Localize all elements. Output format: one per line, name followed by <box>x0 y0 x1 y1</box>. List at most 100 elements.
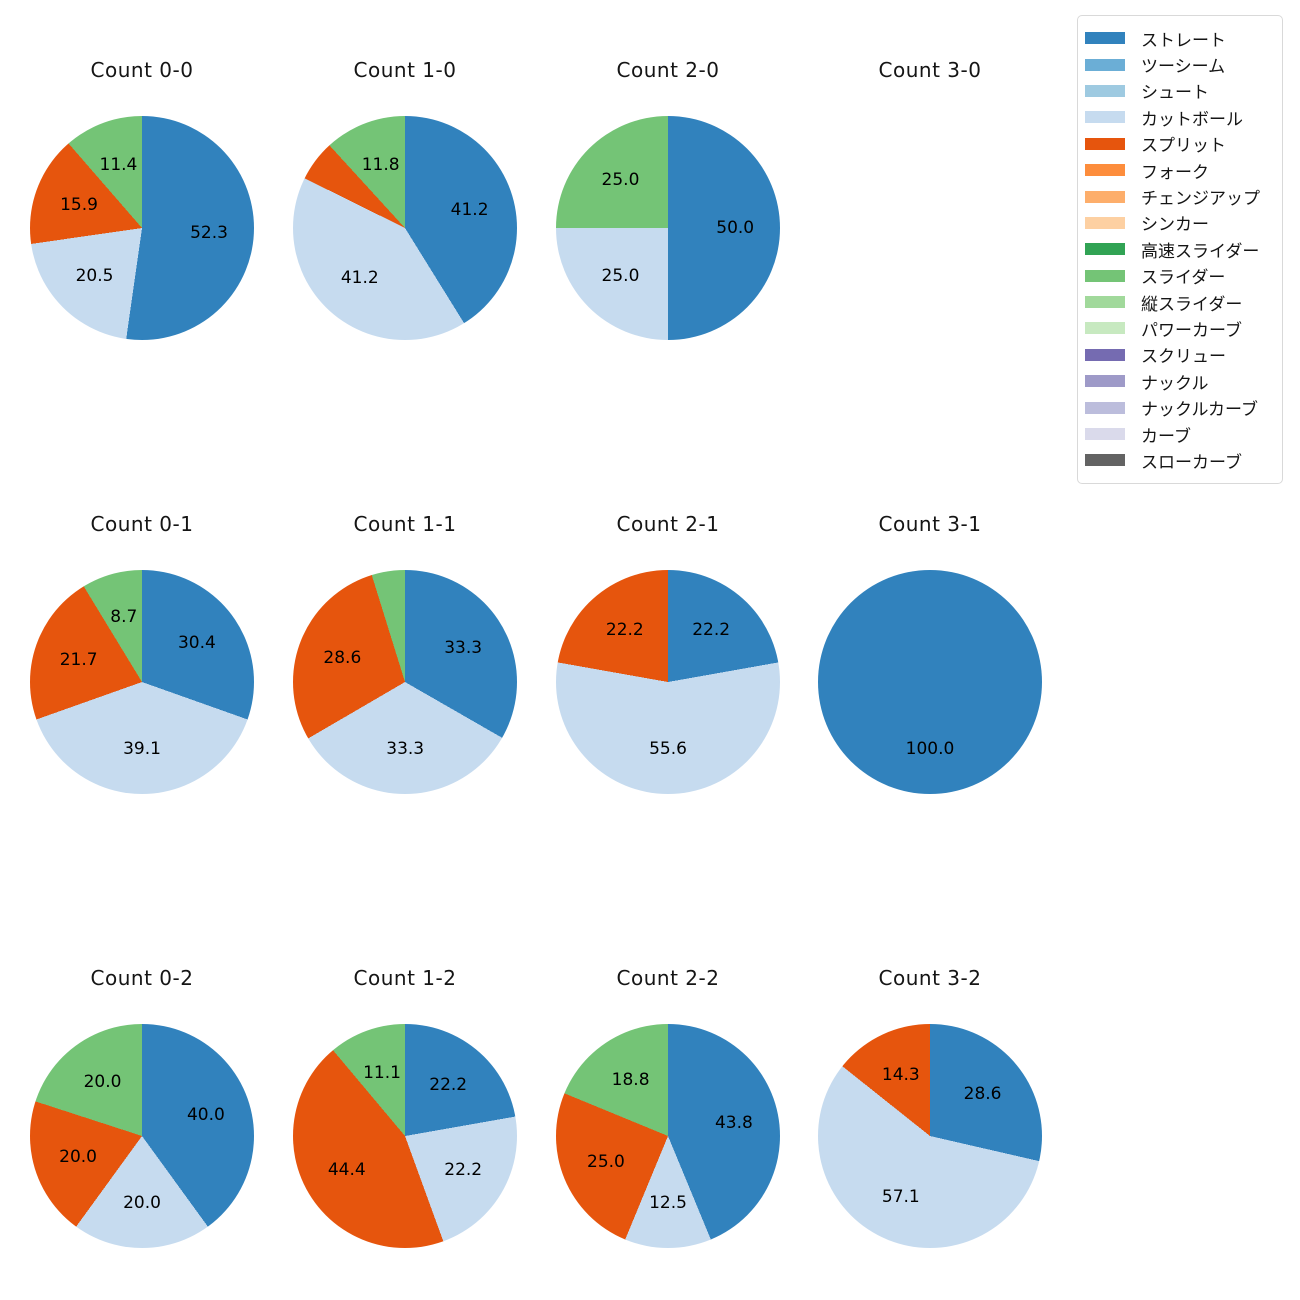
legend-swatch <box>1085 58 1125 71</box>
legend-swatch <box>1085 137 1125 150</box>
chart-title: Count 1-1 <box>353 512 457 536</box>
pie-percent-label: 43.8 <box>714 1112 753 1133</box>
legend-swatch <box>1085 454 1125 467</box>
pie-percent-label: 22.2 <box>444 1159 483 1180</box>
chart-title: Count 2-0 <box>616 58 720 82</box>
legend-swatch <box>1085 164 1125 177</box>
legend-swatch <box>1085 296 1125 309</box>
legend: ストレートツーシームシュートカットボール スプリットフォークチェンジアップ シンカー… <box>1077 15 1283 484</box>
pie-percent-label: 28.6 <box>963 1084 1002 1105</box>
pie-percent-label: 11.4 <box>99 155 138 176</box>
legend-item: 高速スライダー <box>1085 236 1278 262</box>
pie-percent-label: 20.5 <box>75 265 114 286</box>
pie-percent-label: 41.2 <box>450 199 489 220</box>
legend-item: パワーカーブ <box>1085 315 1278 341</box>
legend-label: パワーカーブ <box>1141 320 1242 341</box>
pie-percent-label: 55.6 <box>649 739 687 760</box>
pie-chart-count-0-1: 30.4 39.1 21.7 8.7 <box>30 570 254 794</box>
legend-label: シンカー <box>1141 215 1209 236</box>
pie-percent-label: 33.3 <box>386 739 425 760</box>
chart-cell-count-1-1: Count 1-1 33.3 33.3 28.6 <box>274 510 536 854</box>
legend-swatch <box>1085 375 1125 388</box>
pie-chart-count-2-0: 50.0 25.0 25.0 <box>556 116 780 340</box>
chart-title: Count 3-1 <box>878 512 982 536</box>
chart-cell-count-0-2: Count 0-2 40.0 20.0 20.0 20.0 <box>11 964 273 1300</box>
legend-item: ツーシーム <box>1085 51 1278 77</box>
chart-title: Count 3-0 <box>878 58 982 82</box>
pie-percent-label: 18.8 <box>611 1070 650 1091</box>
pie-chart-count-3-1: 100.0 <box>818 570 1042 794</box>
pie-percent-label: 57.1 <box>881 1186 920 1207</box>
legend-swatch <box>1085 428 1125 441</box>
chart-cell-count-1-0: Count 1-0 41.2 41.2 11.8 <box>274 56 536 400</box>
legend-swatch <box>1085 243 1125 256</box>
legend-label: ナックル <box>1141 373 1209 394</box>
pie-percent-label: 22.2 <box>429 1074 468 1095</box>
legend-item: チェンジアップ <box>1085 183 1278 209</box>
pie-percent-label: 100.0 <box>905 739 955 760</box>
pie-percent-label: 11.1 <box>363 1062 401 1083</box>
legend-item: ナックル <box>1085 368 1278 394</box>
chart-cell-count-2-2: Count 2-2 43.8 12.5 25.0 18.8 <box>537 964 799 1300</box>
legend-label: スローカーブ <box>1141 452 1242 473</box>
legend-swatch <box>1085 401 1125 414</box>
pie-percent-label: 21.7 <box>59 649 98 670</box>
chart-title: Count 3-2 <box>878 966 982 990</box>
legend-swatch <box>1085 190 1125 203</box>
legend-label: シュート <box>1141 83 1209 104</box>
legend-items: ストレートツーシームシュートカットボール スプリットフォークチェンジアップ シンカー… <box>1085 25 1278 474</box>
legend-label: フォーク <box>1141 162 1209 183</box>
legend-item: シュート <box>1085 78 1278 104</box>
chart-cell-count-1-2: Count 1-2 22.2 22.2 44.4 11.1 <box>274 964 536 1300</box>
chart-cell-count-0-0: Count 0-0 52.3 20.5 15.9 11.4 <box>11 56 273 400</box>
chart-title: Count 2-2 <box>616 966 720 990</box>
legend-item: シンカー <box>1085 210 1278 236</box>
legend-item: スプリット <box>1085 131 1278 157</box>
legend-item: カットボール <box>1085 104 1278 130</box>
legend-label: スクリュー <box>1141 347 1226 368</box>
chart-title: Count 2-1 <box>616 512 720 536</box>
legend-swatch <box>1085 32 1125 45</box>
legend-item: ストレート <box>1085 25 1278 51</box>
pie-chart-count-3-2: 28.6 57.1 14.3 <box>818 1024 1042 1248</box>
pie-chart-count-0-2: 40.0 20.0 20.0 20.0 <box>30 1024 254 1248</box>
legend-swatch <box>1085 111 1125 124</box>
legend-item: スクリュー <box>1085 342 1278 368</box>
pie-percent-label: 14.3 <box>881 1065 920 1086</box>
chart-title: Count 0-0 <box>90 58 194 82</box>
legend-item: フォーク <box>1085 157 1278 183</box>
legend-label: ナックルカーブ <box>1141 400 1258 421</box>
pie-percent-label: 28.6 <box>323 647 362 668</box>
pie-percent-label: 20.0 <box>123 1193 161 1214</box>
legend-label: 高速スライダー <box>1141 241 1260 262</box>
pie-percent-label: 50.0 <box>716 218 755 238</box>
pie-percent-label: 40.0 <box>186 1105 225 1126</box>
chart-title: Count 1-2 <box>353 966 457 990</box>
legend-label: ストレート <box>1141 30 1226 51</box>
pie-percent-label: 20.0 <box>59 1146 98 1167</box>
legend-label: カットボール <box>1141 109 1243 130</box>
pie-chart-count-0-0: 52.3 20.5 15.9 11.4 <box>30 116 254 340</box>
pie-percent-label: 11.8 <box>361 155 400 176</box>
legend-label: スプリット <box>1141 136 1226 157</box>
legend-item: 縦スライダー <box>1085 289 1278 315</box>
pie-percent-label: 25.0 <box>601 170 640 191</box>
legend-label: ツーシーム <box>1141 57 1226 78</box>
legend-label: チェンジアップ <box>1141 189 1260 210</box>
chart-cell-count-3-2: Count 3-2 28.6 57.1 14.3 <box>799 964 1061 1300</box>
pie-percent-label: 22.2 <box>692 620 731 641</box>
pie-percent-label: 25.0 <box>587 1151 625 1172</box>
legend-swatch <box>1085 348 1125 361</box>
pie-chart-count-2-1: 22.2 55.6 22.2 <box>556 570 780 794</box>
pie-percent-label: 52.3 <box>190 222 228 243</box>
legend-label: 縦スライダー <box>1141 294 1243 315</box>
legend-swatch <box>1085 322 1125 335</box>
pie-chart-count-1-1: 33.3 33.3 28.6 <box>293 570 517 794</box>
pie-percent-label: 22.2 <box>605 620 644 641</box>
legend-label: スライダー <box>1141 268 1226 289</box>
chart-cell-count-3-1: Count 3-1 100.0 <box>799 510 1061 854</box>
pie-percent-label: 8.7 <box>110 607 138 628</box>
pie-percent-label: 25.0 <box>601 265 640 286</box>
chart-cell-count-2-1: Count 2-1 22.2 55.6 22.2 <box>537 510 799 854</box>
pie-percent-label: 39.1 <box>123 739 161 760</box>
